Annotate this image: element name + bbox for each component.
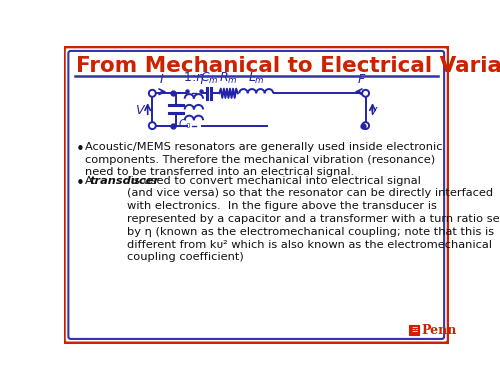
Text: From Mechanical to Electrical Variables: From Mechanical to Electrical Variables [76,56,500,76]
Text: $C_m$: $C_m$ [200,71,218,86]
FancyBboxPatch shape [63,46,450,344]
Text: •: • [76,142,85,157]
Text: $C_0$: $C_0$ [178,117,191,131]
Text: $F$: $F$ [357,73,366,86]
Text: $V$: $V$ [135,104,146,117]
Text: •: • [76,176,85,191]
Text: $R_m$: $R_m$ [219,71,238,86]
FancyBboxPatch shape [410,325,420,335]
Text: A: A [84,176,96,186]
Text: Acoustic/MEMS resonators are generally used inside electronic
components. Theref: Acoustic/MEMS resonators are generally u… [84,142,442,178]
Text: ☲: ☲ [412,327,418,333]
Text: $I$: $I$ [159,73,164,86]
Text: is used to convert mechanical into electrical signal
(and vice versa) so that th: is used to convert mechanical into elect… [127,176,500,262]
Text: Penn: Penn [422,324,457,337]
Text: transducer: transducer [90,176,160,186]
Text: $1\!:\!\eta$: $1\!:\!\eta$ [182,69,205,86]
Text: $v$: $v$ [370,104,379,117]
Text: $L_m$: $L_m$ [248,71,264,86]
